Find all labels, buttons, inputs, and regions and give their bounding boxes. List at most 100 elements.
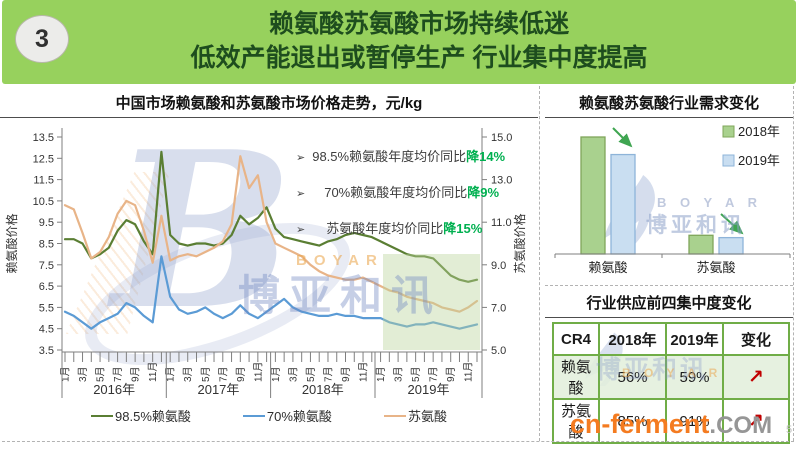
highlight-2019 <box>383 254 480 350</box>
table-cell: 赖氨酸 <box>552 354 600 400</box>
svg-text:10.5: 10.5 <box>33 196 54 208</box>
cr4-table-title: 行业供应前四集中度变化 <box>545 292 793 318</box>
bullet-icon: ➢ <box>296 152 306 164</box>
legend-item: 70%赖氨酸 <box>242 406 332 425</box>
annotation-text: 98.5%赖氨酸年度均价同比 <box>312 149 467 164</box>
bullet-icon: ➢ <box>296 224 306 236</box>
demand-chart-svg: 赖氨酸 苏氨酸 2018年 2019年 <box>554 124 791 275</box>
svg-text:9月: 9月 <box>445 366 457 382</box>
site-watermark: cn-ferment.COM <box>548 409 794 440</box>
price-line-chart: 13.5 12.5 11.5 10.5 9.5 8.5 7.5 6.5 5.5 4.5 3.5 15.… <box>0 120 538 405</box>
year-label: 2017年 <box>197 382 239 397</box>
slide-title-line2: 低效产能退出或暂停生产 行业集中度提高 <box>190 44 648 72</box>
svg-text:9.0: 9.0 <box>491 260 506 272</box>
site-tld: .COM <box>709 412 773 439</box>
svg-text:1月: 1月 <box>270 366 282 382</box>
table-cell: 苏氨酸 <box>552 398 600 444</box>
annotation-drop-value: 降9% <box>467 185 500 200</box>
svg-text:11月: 11月 <box>147 362 159 382</box>
legend-item: 苏氨酸 <box>383 406 447 425</box>
svg-text:11.0: 11.0 <box>491 217 512 229</box>
svg-text:12.5: 12.5 <box>33 153 54 165</box>
bar-legend-label: 2018年 <box>738 124 780 139</box>
series-70%赖氨酸 <box>63 255 479 330</box>
trend-up-arrow-icon: ↗ <box>748 410 764 432</box>
bar-赖氨酸-2018年 <box>580 136 606 255</box>
table-header: 变化 <box>722 322 790 356</box>
svg-text:11月: 11月 <box>358 362 370 382</box>
svg-text:3月: 3月 <box>287 366 299 382</box>
table-header: 2018年 <box>598 322 667 356</box>
svg-text:5.0: 5.0 <box>491 345 506 357</box>
svg-text:7月: 7月 <box>112 366 124 382</box>
price-annotations: ➢ 98.5%赖氨酸年度均价同比 降14% ➢ 70%赖氨酸年度均价同比 降9% ➢ 苏氨酸年… <box>296 146 538 254</box>
legend-swatch <box>242 414 265 417</box>
bar-苏氨酸-2019年 <box>718 236 744 255</box>
svg-text:8.5: 8.5 <box>39 239 54 251</box>
svg-text:7月: 7月 <box>428 366 440 382</box>
bar-苏氨酸-2018年 <box>688 234 714 255</box>
decline-arrow-lysine <box>612 127 633 148</box>
divider-horizontal-right <box>545 285 793 286</box>
site-name: cn-ferment <box>569 409 710 439</box>
legend-label: 苏氨酸 <box>407 409 447 424</box>
year-label: 2018年 <box>302 382 344 397</box>
annotation: ➢ 苏氨酸年度均价同比 降15% <box>296 218 538 237</box>
trend-up-arrow-icon: ↗ <box>748 366 764 388</box>
slide-title: 赖氨酸苏氨酸市场持续低迷 低效产能退出或暂停生产 行业集中度提高 <box>62 7 776 75</box>
svg-text:11月: 11月 <box>252 362 264 382</box>
svg-text:5月: 5月 <box>305 366 317 382</box>
svg-text:11月: 11月 <box>463 362 475 382</box>
svg-text:1月: 1月 <box>60 366 72 382</box>
svg-text:9月: 9月 <box>340 366 352 382</box>
year-label: 2016年 <box>93 382 135 397</box>
svg-text:3月: 3月 <box>182 366 194 382</box>
page-number: 5 <box>786 424 793 436</box>
table-cell-trend: ↗ <box>722 354 790 400</box>
svg-text:9.5: 9.5 <box>39 217 54 229</box>
annotation: ➢ 98.5%赖氨酸年度均价同比 降14% <box>296 146 538 165</box>
legend-swatch <box>91 414 114 417</box>
year-label: 2019年 <box>408 382 450 397</box>
slide-title-line1: 赖氨酸苏氨酸市场持续低迷 <box>268 10 569 38</box>
bar-赖氨酸-2019年 <box>610 153 636 255</box>
divider-horizontal-bottom <box>2 441 794 442</box>
price-chart-legend: 98.5%赖氨酸 70%赖氨酸 苏氨酸 <box>0 406 538 425</box>
svg-text:5月: 5月 <box>200 366 212 382</box>
table-cell: 59% <box>665 354 724 400</box>
decline-arrow-threonine <box>720 213 744 235</box>
divider-vertical-right <box>793 86 794 441</box>
demand-chart-title: 赖氨酸苏氨酸行业需求变化 <box>545 92 793 118</box>
table-header: 2019年 <box>665 322 724 356</box>
table-cell: 56% <box>598 354 667 400</box>
annotation: ➢ 70%赖氨酸年度均价同比 降9% <box>296 182 538 201</box>
svg-text:5月: 5月 <box>410 366 422 382</box>
annotation-drop-value: 降14% <box>466 149 506 164</box>
legend-label: 70%赖氨酸 <box>266 409 332 424</box>
table-header: CR4 <box>552 322 600 356</box>
cr4-concentration-table: CR4 2018年 2019年 变化赖氨酸 56% 59% ↗ 苏氨酸 85% 91% ↗ <box>552 322 790 444</box>
y-axis-label-right: 苏氨酸价格 <box>512 213 527 273</box>
bar-legend-swatch <box>722 125 735 138</box>
bar-legend-swatch <box>722 154 735 167</box>
table-row: 苏氨酸 85% 91% ↗ <box>552 398 790 444</box>
demand-bar-chart: 赖氨酸 苏氨酸 2018年 2019年 <box>545 118 795 290</box>
legend-swatch <box>383 414 406 417</box>
annotation-drop-value: 降15% <box>443 221 483 236</box>
annotation-text: 苏氨酸年度均价同比 <box>326 221 444 236</box>
svg-text:5月: 5月 <box>95 366 107 382</box>
svg-text:9月: 9月 <box>235 366 247 382</box>
legend-item: 98.5%赖氨酸 <box>91 406 191 425</box>
series-98.5%赖氨酸 <box>63 150 479 283</box>
table-cell: 85% <box>598 398 667 444</box>
svg-text:4.5: 4.5 <box>39 324 54 336</box>
y-axis-label-left: 赖氨酸价格 <box>4 213 19 273</box>
table-cell: 91% <box>665 398 724 444</box>
svg-text:3月: 3月 <box>393 366 405 382</box>
table-row: 赖氨酸 56% 59% ↗ <box>552 354 790 400</box>
svg-text:13.0: 13.0 <box>491 175 512 187</box>
bar-category-label: 赖氨酸 <box>588 260 627 275</box>
svg-text:7.5: 7.5 <box>39 260 54 272</box>
bullet-icon: ➢ <box>296 188 306 200</box>
svg-text:6.5: 6.5 <box>39 281 54 293</box>
